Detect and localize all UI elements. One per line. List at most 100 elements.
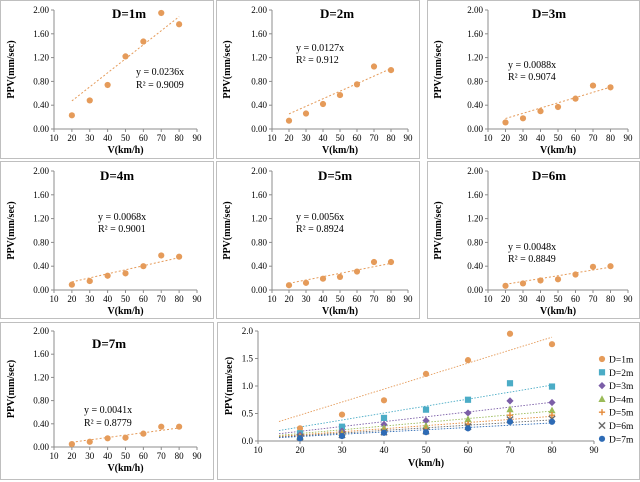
data-point — [319, 275, 327, 282]
data-point — [464, 396, 472, 403]
y-tick-label: 2.0 — [242, 326, 254, 336]
y-tick-label: 2.00 — [33, 5, 49, 15]
data-point — [336, 273, 344, 281]
y-axis-title: PPV(mm/sec) — [222, 201, 233, 259]
x-tick-label: 70 — [506, 445, 516, 455]
y-tick-label: 0.00 — [33, 124, 49, 134]
data-point — [122, 434, 129, 441]
y-tick-label: 0.00 — [33, 442, 49, 452]
y-axis-title: PPV(mm/sec) — [6, 360, 17, 418]
x-axis-title: V(km/h) — [540, 145, 576, 156]
data-point — [506, 397, 514, 405]
panel-border — [427, 161, 640, 319]
data-point — [140, 38, 147, 45]
data-point — [548, 398, 556, 407]
x-tick-label: 80 — [387, 133, 397, 143]
trend-equation: y = 0.0048x — [508, 242, 556, 253]
data-point — [68, 441, 75, 448]
panel-border — [217, 322, 640, 480]
y-tick-label: 2.00 — [467, 166, 483, 176]
series-trendline — [278, 422, 553, 439]
x-tick-label: 80 — [606, 294, 616, 304]
x-tick-label: 40 — [103, 133, 113, 143]
data-point — [338, 423, 346, 430]
data-point — [502, 282, 509, 289]
x-tick-label: 30 — [338, 445, 348, 455]
x-tick-label: 30 — [85, 294, 95, 304]
y-tick-label: 0.80 — [33, 396, 49, 406]
y-tick-label: 2.00 — [467, 5, 483, 15]
x-tick-label: 50 — [121, 294, 131, 304]
data-point — [506, 412, 514, 419]
x-tick-label: 90 — [193, 451, 203, 461]
x-tick-label: 10 — [50, 451, 60, 461]
series-trendline — [278, 419, 553, 438]
legend-marker — [598, 355, 606, 363]
data-point — [548, 341, 556, 348]
series-trendline — [278, 415, 553, 437]
data-point — [68, 281, 75, 288]
x-tick-label: 90 — [193, 294, 203, 304]
panel-border — [216, 161, 420, 319]
y-tick-label: 1.60 — [33, 29, 49, 39]
panel-d3: 10 20 30 40 50 60 70 80 90 0.00 0.40 0.80 1.20 1.60 2.… — [427, 0, 640, 159]
panel-title: D=7m — [92, 336, 126, 351]
data-point — [554, 276, 562, 283]
x-tick-label: 20 — [285, 133, 295, 143]
data-point — [572, 95, 579, 102]
x-tick-label: 20 — [67, 133, 77, 143]
x-tick-label: 50 — [336, 133, 346, 143]
x-tick-label: 80 — [175, 133, 185, 143]
x-tick-label: 60 — [139, 294, 149, 304]
trend-r-squared: R² = 0.8779 — [84, 418, 132, 429]
data-point — [176, 21, 183, 28]
y-tick-label: 0.80 — [467, 237, 483, 247]
data-point — [380, 429, 388, 436]
x-axis-title: V(km/h) — [408, 458, 444, 469]
trend-equation: y = 0.0236x — [136, 67, 184, 78]
data-point — [296, 425, 304, 432]
y-tick-label: 1.20 — [251, 53, 267, 63]
y-tick-label: 0.40 — [33, 419, 49, 429]
legend-marker — [598, 369, 606, 376]
x-tick-label: 40 — [319, 133, 329, 143]
legend-label: D=7m — [609, 435, 634, 445]
data-point — [122, 270, 129, 277]
x-axis-title: V(km/h) — [107, 306, 143, 317]
x-tick-label: 30 — [519, 133, 529, 143]
y-axis-title: PPV(mm/sec) — [6, 201, 17, 259]
data-point — [607, 84, 614, 91]
y-tick-label: 2.00 — [33, 326, 49, 336]
data-point — [158, 423, 165, 430]
y-axis-title: PPV(mm/sec) — [224, 357, 235, 415]
data-point — [86, 438, 93, 445]
x-axis-title: V(km/h) — [107, 145, 143, 156]
y-tick-label: 0.40 — [251, 261, 267, 271]
series-trendline — [278, 336, 553, 422]
panel-d2: 10 20 30 40 50 60 70 80 90 0.00 0.40 0.80 1.20 1.60 2.… — [216, 0, 420, 159]
trend-equation: y = 0.0088x — [508, 60, 556, 71]
x-tick-label: 10 — [484, 133, 494, 143]
y-tick-label: 1.60 — [33, 190, 49, 200]
y-tick-label: 1.60 — [467, 29, 483, 39]
series-trendline — [278, 410, 553, 436]
data-point — [464, 409, 472, 417]
x-axis-title: V(km/h) — [322, 145, 358, 156]
data-point — [353, 81, 361, 88]
data-point — [506, 330, 514, 337]
trend-r-squared: R² = 0.9001 — [98, 224, 146, 235]
data-point — [387, 66, 395, 74]
y-tick-label: 0.40 — [467, 100, 483, 110]
data-point — [422, 422, 430, 429]
legend-label: D=2m — [609, 369, 634, 379]
x-tick-label: 60 — [139, 133, 149, 143]
y-tick-label: 2.00 — [251, 166, 267, 176]
data-point — [607, 263, 614, 270]
x-tick-label: 80 — [606, 133, 616, 143]
data-point — [422, 429, 430, 436]
y-tick-label: 1.0 — [242, 381, 254, 391]
legend-marker — [598, 382, 606, 390]
y-tick-label: 0.40 — [467, 261, 483, 271]
panel-d4: 10 20 30 40 50 60 70 80 90 0.00 0.40 0.80 1.20 1.60 2.… — [0, 161, 214, 319]
data-point — [370, 63, 378, 70]
